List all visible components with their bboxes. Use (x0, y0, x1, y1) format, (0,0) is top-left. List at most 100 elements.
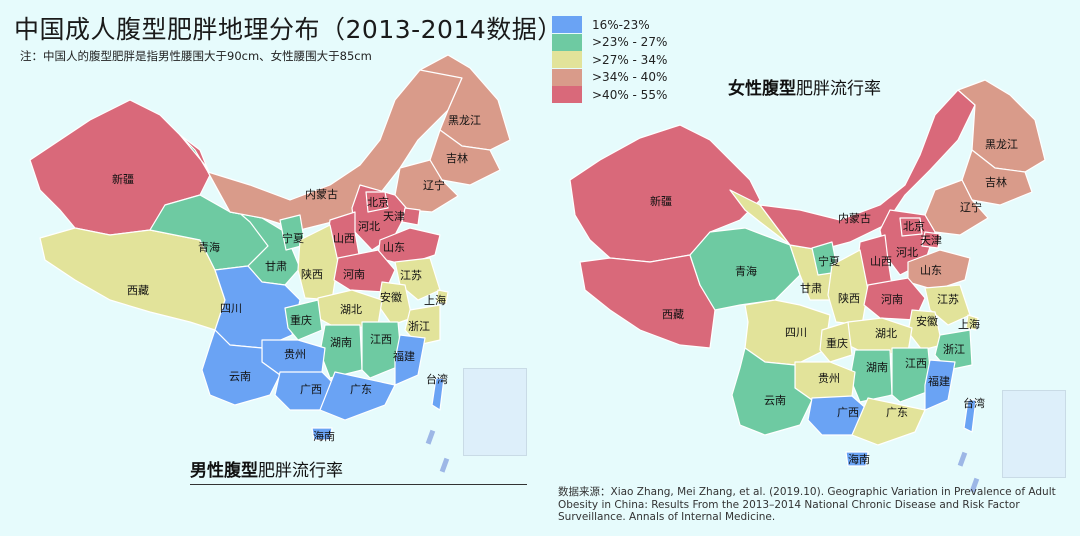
female-label-shaanxi: 陕西 (838, 291, 860, 305)
male-label-shanxi: 山西 (333, 232, 355, 245)
female-label-shandong: 山东 (920, 264, 942, 277)
female-label-ningxia: 宁夏 (818, 254, 840, 268)
male-label-tianjin: 天津 (383, 210, 405, 223)
male-label-hainan: 海南 (313, 429, 335, 443)
male-region-sichuan (214, 265, 301, 349)
female-label-taiwan: 台湾 (963, 396, 985, 410)
male-label-guangdong: 广东 (350, 383, 372, 396)
female-caption-rest: 肥胖流行率 (796, 79, 881, 99)
male-region-shanghai (435, 289, 449, 305)
male-label-xizang: 西藏 (127, 284, 149, 297)
male-region-jiangxi (361, 321, 403, 379)
male-label-qinghai: 青海 (198, 240, 220, 254)
male-label-heilongjiang: 黑龙江 (448, 114, 481, 127)
female-region-yunnan (731, 347, 813, 436)
male-region-xinjiang (29, 99, 211, 236)
male-label-anhui: 安徽 (380, 290, 402, 304)
male-label-beijing: 北京 (367, 195, 389, 209)
legend-swatch (552, 51, 582, 69)
female-region-jiangsu (924, 284, 971, 326)
female-label-heilongjiang: 黑龙江 (985, 138, 1018, 151)
south-china-sea-inset-female (1002, 390, 1066, 478)
female-label-hubei: 湖北 (875, 327, 897, 340)
legend-label: >27% - 34% (592, 52, 668, 67)
male-caption-bold: 男性腹型 (190, 461, 258, 481)
male-label-xinjiang: 新疆 (112, 172, 134, 186)
male-label-hunan: 湖南 (330, 336, 352, 349)
page-title: 中国成人腹型肥胖地理分布（2013-2014数据） (14, 15, 563, 44)
legend-swatch (552, 68, 582, 86)
female-label-shanxi: 山西 (870, 255, 892, 268)
definition-note: 注：中国人的腹型肥胖是指男性腰围大于90cm、女性腰围大于85cm (20, 49, 372, 63)
male-label-taiwan: 台湾 (426, 372, 448, 386)
female-region-chongqing (819, 321, 853, 363)
female-label-neimenggu: 内蒙古 (838, 211, 871, 225)
male-label-jilin: 吉林 (446, 151, 468, 165)
south-china-sea-dashes (425, 429, 980, 493)
male-label-yunnan: 云南 (229, 370, 251, 383)
male-label-henan: 河南 (343, 268, 365, 281)
female-region-zhejiang (934, 329, 973, 371)
legend-item: >40% - 55% (552, 86, 667, 104)
legend-item: 16%-23% (552, 16, 667, 34)
female-label-xizang: 西藏 (662, 308, 684, 321)
male-region-zhejiang (404, 304, 441, 346)
female-region-beijing (899, 217, 923, 237)
male-region-fujian (394, 334, 426, 386)
male-region-guangdong (319, 371, 396, 421)
male-label-liaoning: 辽宁 (423, 178, 445, 192)
male-label-jiangsu: 江苏 (400, 269, 422, 282)
female-label-jiangxi: 江西 (905, 357, 927, 370)
female-map-caption: 女性腹型肥胖流行率 (728, 74, 881, 99)
female-label-guizhou: 贵州 (818, 372, 840, 385)
data-source: 数据来源：Xiao Zhang, Mei Zhang, et al. (2019… (558, 486, 1056, 523)
female-region-tianjin (921, 231, 941, 249)
legend-item: >27% - 34% (552, 51, 667, 69)
legend-item: >23% - 27% (552, 33, 668, 52)
male-region-hainan (311, 427, 333, 441)
female-label-liaoning: 辽宁 (960, 200, 982, 214)
male-label-hubei: 湖北 (340, 303, 362, 316)
female-label-tianjin: 天津 (920, 234, 942, 247)
legend-swatch (552, 16, 582, 34)
female-label-beijing: 北京 (903, 219, 925, 233)
male-region-chongqing (284, 299, 323, 341)
female-label-henan: 河南 (881, 293, 903, 306)
legend-label: >23% - 27% (592, 35, 668, 50)
male-label-fujian: 福建 (393, 349, 415, 363)
male-label-chongqing: 重庆 (290, 313, 312, 327)
male-label-gansu: 甘肃 (265, 260, 287, 273)
male-label-hebei: 河北 (358, 220, 380, 233)
female-label-yunnan: 云南 (764, 394, 786, 407)
female-region-taiwan (963, 399, 977, 433)
female-region-hainan (845, 451, 869, 467)
female-label-jiangsu: 江苏 (937, 293, 959, 306)
female-label-hebei: 河北 (896, 246, 918, 259)
legend-label: >34% - 40% (592, 70, 668, 85)
male-region-taiwan (431, 377, 445, 411)
female-region-jiangxi (891, 347, 933, 403)
legend: 16%-23% >23% - 27% >27% - 34% >34% - 40%… (552, 16, 667, 104)
caption-divider (190, 484, 527, 485)
female-region-fujian (924, 359, 956, 411)
female-region-guangdong (851, 397, 926, 446)
female-region-qinghai (689, 227, 801, 311)
male-label-neimenggu: 内蒙古 (305, 187, 338, 201)
female-label-hunan: 湖南 (866, 361, 888, 374)
male-region-tianjin (401, 207, 421, 226)
male-label-zhejiang: 浙江 (408, 320, 430, 333)
legend-item: >34% - 40% (552, 68, 668, 87)
female-region-xizang (579, 254, 716, 349)
female-label-hainan: 海南 (848, 452, 870, 466)
legend-label: >40% - 55% (592, 87, 668, 102)
female-label-zhejiang: 浙江 (943, 343, 965, 356)
male-map (29, 54, 511, 441)
female-region-heilongjiang (957, 79, 1046, 173)
male-region-hunan (319, 324, 363, 379)
male-label-guangxi: 广西 (300, 383, 322, 396)
female-label-qinghai: 青海 (735, 264, 757, 278)
female-region-hunan (849, 349, 893, 403)
female-label-jilin: 吉林 (985, 175, 1007, 189)
male-label-guizhou: 贵州 (284, 348, 306, 361)
female-label-guangxi: 广西 (837, 406, 859, 419)
